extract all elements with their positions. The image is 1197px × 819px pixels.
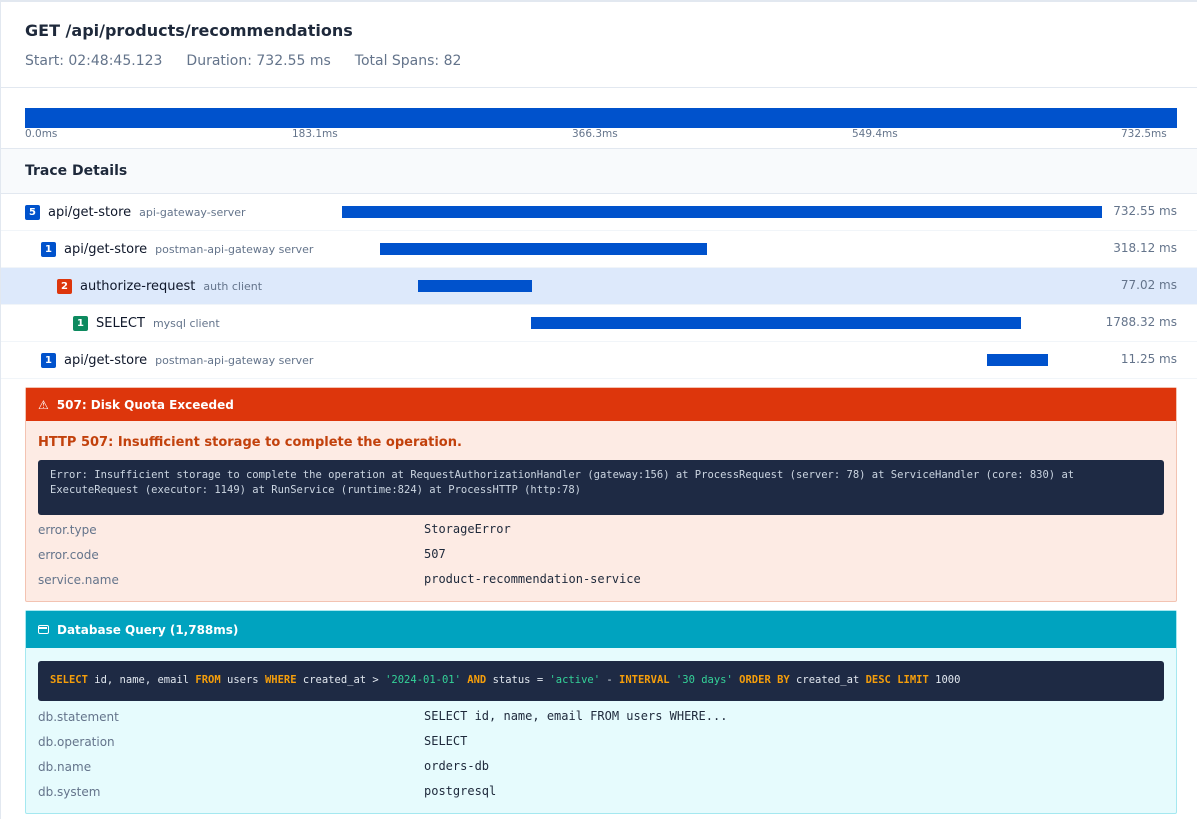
trace-header: GET /api/products/recommendations Start:… bbox=[1, 2, 1197, 88]
sql-token: '30 days' bbox=[675, 674, 733, 686]
sql-token: ORDER BY bbox=[739, 674, 790, 686]
span-bar[interactable] bbox=[341, 206, 1103, 218]
span-row[interactable]: 1 SELECT mysql client 1788.32 ms bbox=[1, 305, 1197, 342]
span-duration: 318.12 ms bbox=[1113, 241, 1177, 255]
span-duration: 11.25 ms bbox=[1120, 352, 1177, 366]
sql-token: SELECT bbox=[50, 674, 88, 686]
sql-token: - bbox=[600, 674, 620, 686]
sql-query-code: SELECT id, name, email FROM users WHERE … bbox=[38, 661, 1164, 701]
error-panel: ⚠ 507: Disk Quota Exceeded HTTP 507: Ins… bbox=[25, 387, 1177, 602]
span-service: mysql client bbox=[152, 316, 220, 330]
timeline-tick: 732.5ms bbox=[1121, 128, 1167, 140]
attribute-value: SELECT id, name, email FROM users WHERE.… bbox=[424, 709, 728, 723]
trace-details-header: Trace Details bbox=[1, 148, 1197, 194]
trace-meta: Start: 02:48:45.123 Duration: 732.55 ms … bbox=[25, 53, 461, 69]
span-service: auth client bbox=[203, 279, 263, 293]
span-row[interactable]: 1 api/get-store postman-api-gateway serv… bbox=[1, 342, 1197, 379]
error-message: HTTP 507: Insufficient storage to comple… bbox=[38, 435, 462, 450]
attribute-row: db.operation SELECT bbox=[38, 733, 1164, 753]
sql-token: id, name, email bbox=[87, 674, 196, 686]
sql-token: INTERVAL bbox=[619, 674, 670, 686]
sql-token: '2024-01-01' bbox=[385, 674, 461, 686]
attribute-value: SELECT bbox=[424, 734, 468, 748]
attribute-row: db.name orders-db bbox=[38, 758, 1164, 778]
attribute-key: db.statement bbox=[38, 710, 119, 724]
attribute-key: db.system bbox=[38, 785, 101, 799]
span-bar[interactable] bbox=[379, 243, 707, 255]
trace-total-spans: Total Spans: 82 bbox=[354, 53, 462, 69]
span-duration: 732.55 ms bbox=[1113, 204, 1177, 218]
span-name: api/get-store bbox=[64, 352, 148, 368]
attribute-key: error.type bbox=[38, 523, 97, 537]
sql-token: AND bbox=[467, 674, 487, 686]
attribute-row: db.system postgresql bbox=[38, 783, 1164, 803]
attribute-key: service.name bbox=[38, 573, 119, 587]
attribute-key: error.code bbox=[38, 548, 99, 562]
trace-details-title: Trace Details bbox=[25, 163, 128, 179]
attribute-key: db.name bbox=[38, 760, 92, 774]
sql-token: WHERE bbox=[264, 674, 297, 686]
span-bar[interactable] bbox=[417, 280, 532, 292]
span-service: api-gateway-server bbox=[139, 205, 246, 219]
sql-token: LIMIT bbox=[897, 674, 929, 686]
timeline-tick: 183.1ms bbox=[292, 128, 338, 140]
trace-duration: Duration: 732.55 ms bbox=[186, 53, 331, 69]
span-duration: 1788.32 ms bbox=[1105, 315, 1177, 329]
sql-token: created_at bbox=[789, 674, 866, 686]
trace-title: GET /api/products/recommendations bbox=[25, 21, 353, 40]
database-query-panel: Database Query (1,788ms) SELECT id, name… bbox=[25, 610, 1177, 814]
attribute-row: service.name product-recommendation-serv… bbox=[38, 571, 1164, 591]
error-stack-trace: Error: Insufficient storage to complete … bbox=[38, 460, 1164, 515]
span-count-badge: 2 bbox=[57, 278, 72, 294]
attribute-value: postgresql bbox=[424, 784, 497, 798]
trace-start: Start: 02:48:45.123 bbox=[25, 53, 163, 69]
timeline-tick: 366.3ms bbox=[572, 128, 618, 140]
span-row[interactable]: 2 authorize-request auth client 77.02 ms bbox=[1, 268, 1197, 305]
timeline-overview-bar[interactable] bbox=[25, 108, 1177, 128]
span-name: api/get-store bbox=[64, 241, 148, 257]
sql-token: FROM bbox=[195, 674, 221, 686]
sql-token: 1000 bbox=[928, 674, 961, 686]
attribute-row: error.type StorageError bbox=[38, 521, 1164, 541]
span-count-badge: 5 bbox=[25, 204, 40, 220]
timeline-tick: 549.4ms bbox=[852, 128, 898, 140]
span-service: postman-api-gateway server bbox=[155, 242, 314, 256]
span-duration: 77.02 ms bbox=[1120, 278, 1177, 292]
sql-token: status = bbox=[486, 674, 550, 686]
sql-token: DESC bbox=[865, 674, 891, 686]
error-title: 507: Disk Quota Exceeded bbox=[56, 397, 234, 412]
attribute-value: 507 bbox=[424, 547, 446, 561]
timeline-ticks: 0.0ms 183.1ms 366.3ms 549.4ms 732.5ms bbox=[25, 128, 1177, 148]
span-name: SELECT bbox=[96, 315, 145, 331]
attribute-value: StorageError bbox=[424, 522, 511, 536]
attribute-key: db.operation bbox=[38, 735, 115, 749]
attribute-row: db.statement SELECT id, name, email FROM… bbox=[38, 708, 1164, 728]
span-service: postman-api-gateway server bbox=[155, 353, 314, 367]
span-name: authorize-request bbox=[80, 278, 196, 294]
span-row[interactable]: 5 api/get-store api-gateway-server 732.5… bbox=[1, 194, 1197, 231]
timeline-tick: 0.0ms bbox=[25, 128, 58, 140]
database-icon bbox=[38, 625, 49, 634]
sql-token: users bbox=[220, 674, 265, 686]
span-count-badge: 1 bbox=[41, 241, 56, 257]
span-row[interactable]: 1 api/get-store postman-api-gateway serv… bbox=[1, 231, 1197, 268]
span-count-badge: 1 bbox=[41, 352, 56, 368]
span-bar[interactable] bbox=[530, 317, 1022, 329]
span-name: api/get-store bbox=[48, 204, 132, 220]
database-panel-header[interactable]: Database Query (1,788ms) bbox=[26, 611, 1176, 648]
sql-token: 'active' bbox=[549, 674, 601, 686]
warning-icon: ⚠ bbox=[38, 397, 49, 412]
attribute-row: error.code 507 bbox=[38, 546, 1164, 566]
attribute-value: product-recommendation-service bbox=[424, 572, 641, 586]
error-panel-header[interactable]: ⚠ 507: Disk Quota Exceeded bbox=[26, 388, 1176, 421]
span-count-badge: 1 bbox=[73, 315, 88, 331]
attribute-value: orders-db bbox=[424, 759, 490, 773]
span-bar[interactable] bbox=[986, 354, 1048, 366]
database-panel-title: Database Query (1,788ms) bbox=[57, 622, 239, 637]
sql-token: created_at > bbox=[296, 674, 386, 686]
